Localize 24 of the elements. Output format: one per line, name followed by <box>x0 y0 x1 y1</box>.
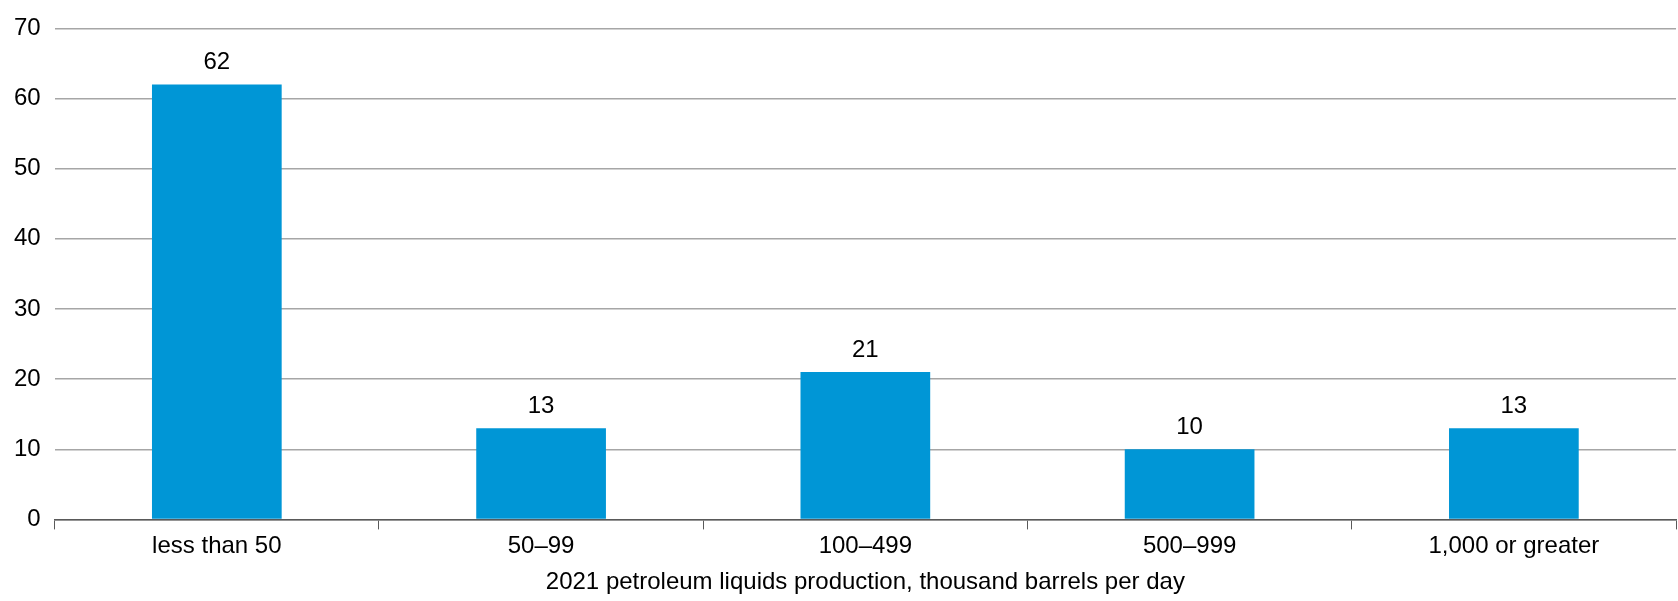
y-tick-label: 50 <box>13 153 41 181</box>
bar <box>151 84 282 519</box>
y-tick-label: 20 <box>13 363 41 391</box>
x-tick-label: less than 50 <box>152 531 282 559</box>
data-label: 62 <box>203 47 231 75</box>
bar <box>800 372 931 519</box>
y-tick-label: 30 <box>13 293 41 321</box>
y-tick-label: 70 <box>13 13 41 41</box>
y-tick-label: 60 <box>13 83 41 111</box>
data-label: 21 <box>852 334 879 362</box>
y-tick-label: 10 <box>13 433 41 461</box>
data-label: 10 <box>1176 411 1203 439</box>
x-tick-label: 50–99 <box>507 531 575 559</box>
y-tick-label: 0 <box>27 504 41 532</box>
y-tick-label: 40 <box>13 223 41 251</box>
data-label: 13 <box>1500 390 1528 418</box>
data-label: 13 <box>527 390 555 418</box>
x-tick-label: 1,000 or greater <box>1428 531 1600 559</box>
x-tick-label: 500–999 <box>1142 531 1237 559</box>
x-tick-label: 100–499 <box>818 531 913 559</box>
bar <box>1124 449 1255 519</box>
bar <box>1449 428 1579 519</box>
bar <box>476 428 606 519</box>
x-axis-title: 2021 petroleum liquids production, thousand barrels per day <box>545 567 1185 595</box>
